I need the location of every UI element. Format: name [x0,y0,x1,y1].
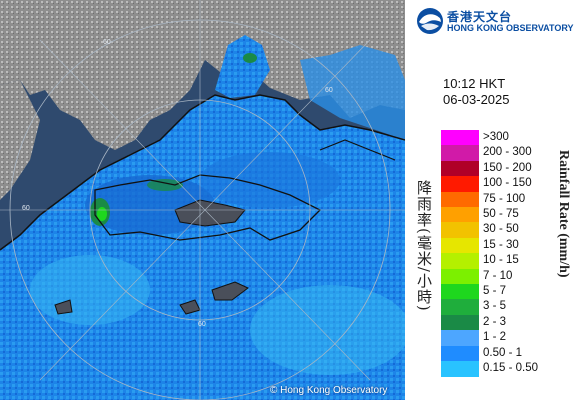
rain-patch [30,255,150,325]
logo-name-zh: 香港天文台 [447,10,513,24]
legend-row: 0.50 - 1 [441,345,571,362]
island-lantau [174,199,246,227]
legend-row: 200 - 300 [441,145,571,162]
legend-label: 150 - 200 [483,161,532,174]
legend-label: >300 [483,131,509,143]
hko-logo[interactable] [415,6,575,36]
legend-label: 3 - 5 [483,300,507,313]
legend-row: 1 - 2 [441,330,571,347]
legend-swatch [441,160,479,177]
rain-cell-heavy [147,179,183,191]
legend-swatch [441,191,479,208]
date-text: 06-03-2025 [443,92,510,107]
coastline [319,139,396,161]
legend-title-zh: 降雨率(毫米/小時) [415,180,433,312]
legend-row: 3 - 5 [441,299,571,316]
rain-cell-heavy [97,207,107,221]
rain-patch [200,152,340,208]
observation-time: 10:12 HKT 06-03-2025 [443,76,510,108]
legend-label: 7 - 10 [483,269,513,282]
range-label: 60 [22,205,30,212]
legend-label: 200 - 300 [483,146,532,159]
legend-row: 150 - 200 [441,160,571,177]
range-spoke [39,39,371,381]
island [54,299,73,315]
legend-swatch [441,268,479,285]
legend-label: 0.15 - 0.50 [483,362,538,374]
legend-label: 75 - 100 [483,192,526,205]
legend-row: 50 - 75 [441,207,571,223]
legend-title-en: Rainfall Rate (mm/h) [556,150,571,278]
legend-row: 0.15 - 0.50 [441,361,571,377]
rain-cell-heavy [243,53,257,63]
radar-map[interactable]: 60 60 60 60 © Hong Kong Observatory [0,0,405,400]
legend-label: 2 - 3 [483,315,507,328]
land-west [0,80,40,200]
legend-label: 1 - 2 [483,331,507,344]
range-label: 60 [325,87,333,94]
hko-logo-icon [417,8,443,34]
copyright-notice: © Hong Kong Observatory [270,385,388,396]
range-label: 60 [198,321,206,328]
land-mainland [0,0,405,150]
legend-label: 30 - 50 [483,223,519,236]
legend-row: 15 - 30 [441,237,571,254]
legend-swatch [441,345,479,362]
coastline [0,94,405,251]
legend-swatch [441,207,479,223]
legend-swatch [441,361,479,377]
legend-swatch [441,284,479,300]
range-label: 60 [103,39,111,46]
rain-echo-east [300,45,405,140]
legend-row: 100 - 150 [441,176,571,193]
legend-swatch [441,330,479,347]
legend-swatch [441,130,479,146]
legend-swatch [441,145,479,162]
legend-row: 5 - 7 [441,284,571,300]
legend-swatch [441,237,479,254]
coastline [94,174,322,241]
legend-swatch [441,314,479,331]
legend-row: 7 - 10 [441,268,571,285]
legend-label: 0.50 - 1 [483,346,522,359]
radar-image: 60 60 60 60 [0,0,405,400]
time-text: 10:12 HKT [443,76,506,91]
legend-label: 10 - 15 [483,254,519,267]
rain-patch [250,285,405,375]
legend-row: >300 [441,130,571,146]
legend-label: 5 - 7 [483,285,507,297]
legend-swatch [441,176,479,193]
legend-label: 100 - 150 [483,177,532,190]
logo-name-en: HONG KONG OBSERVATORY [447,23,574,33]
legend-panel: 香港天文台 HONG KONG OBSERVATORY 10:12 HKT 06… [405,0,577,400]
legend-row: 10 - 15 [441,253,571,270]
legend-swatch [441,299,479,316]
legend-swatch [441,222,479,239]
island [211,281,249,301]
legend-swatch [441,253,479,270]
legend-row: 75 - 100 [441,191,571,208]
legend-row: 2 - 3 [441,314,571,331]
legend-label: 15 - 30 [483,238,519,251]
legend-row: 30 - 50 [441,222,571,239]
legend-label: 50 - 75 [483,208,519,220]
rain-echo-north-cell [215,35,270,98]
